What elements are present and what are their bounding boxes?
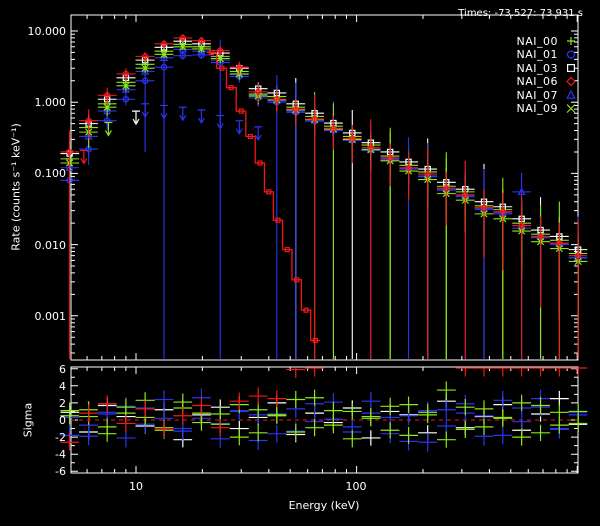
legend-item-nai03: NAI_03 <box>516 62 558 75</box>
time-interval-label: Times: -73.527: 73.931 s <box>458 8 583 19</box>
sigma-tick-p4: 4 <box>59 380 66 393</box>
rate-tick-0p1: 0.100 <box>34 167 67 180</box>
sigma-series-NAI_07 <box>60 389 588 451</box>
sigma-tick-p6: 6 <box>59 363 66 376</box>
sigma-tick-0: 0 <box>59 414 66 427</box>
legend-item-nai07: NAI_07 <box>516 89 558 102</box>
sigma-series-NAI_03 <box>60 390 588 448</box>
rate-tick-0p001: 0.001 <box>34 310 67 323</box>
sigma-tick-m6: -6 <box>55 465 66 478</box>
sigma-tick-p2: 2 <box>59 397 66 410</box>
sigma-tick-m2: -2 <box>55 431 66 444</box>
legend-markers <box>566 37 576 113</box>
rate-axis-title: Rate (counts s⁻¹ keV⁻¹) <box>9 123 23 251</box>
rate-tick-10: 10.000 <box>27 25 67 38</box>
red-model-steps <box>206 49 321 344</box>
legend-item-nai06: NAI_06 <box>516 75 558 88</box>
rate-tick-1: 1.000 <box>34 96 67 109</box>
rate-tick-0p01: 0.010 <box>34 239 67 252</box>
sigma-series-NAI_00 <box>60 381 588 448</box>
energy-tick-100: 100 <box>345 480 367 493</box>
sigma-axis-title: Sigma <box>21 402 35 438</box>
legend-item-nai09: NAI_09 <box>516 102 558 115</box>
axes-frame <box>70 14 579 474</box>
energy-axis-title: Energy (keV) <box>288 499 360 512</box>
series-NAI_06 <box>60 33 588 359</box>
energy-tick-10: 10 <box>129 480 143 493</box>
legend-item-nai00: NAI_00 <box>516 35 558 48</box>
upper-limit-arrows <box>79 103 263 165</box>
sigma-tick-m4: -4 <box>55 448 66 461</box>
legend-item-nai01: NAI_01 <box>516 48 558 61</box>
sigma-series-NAI_06 <box>60 367 588 451</box>
